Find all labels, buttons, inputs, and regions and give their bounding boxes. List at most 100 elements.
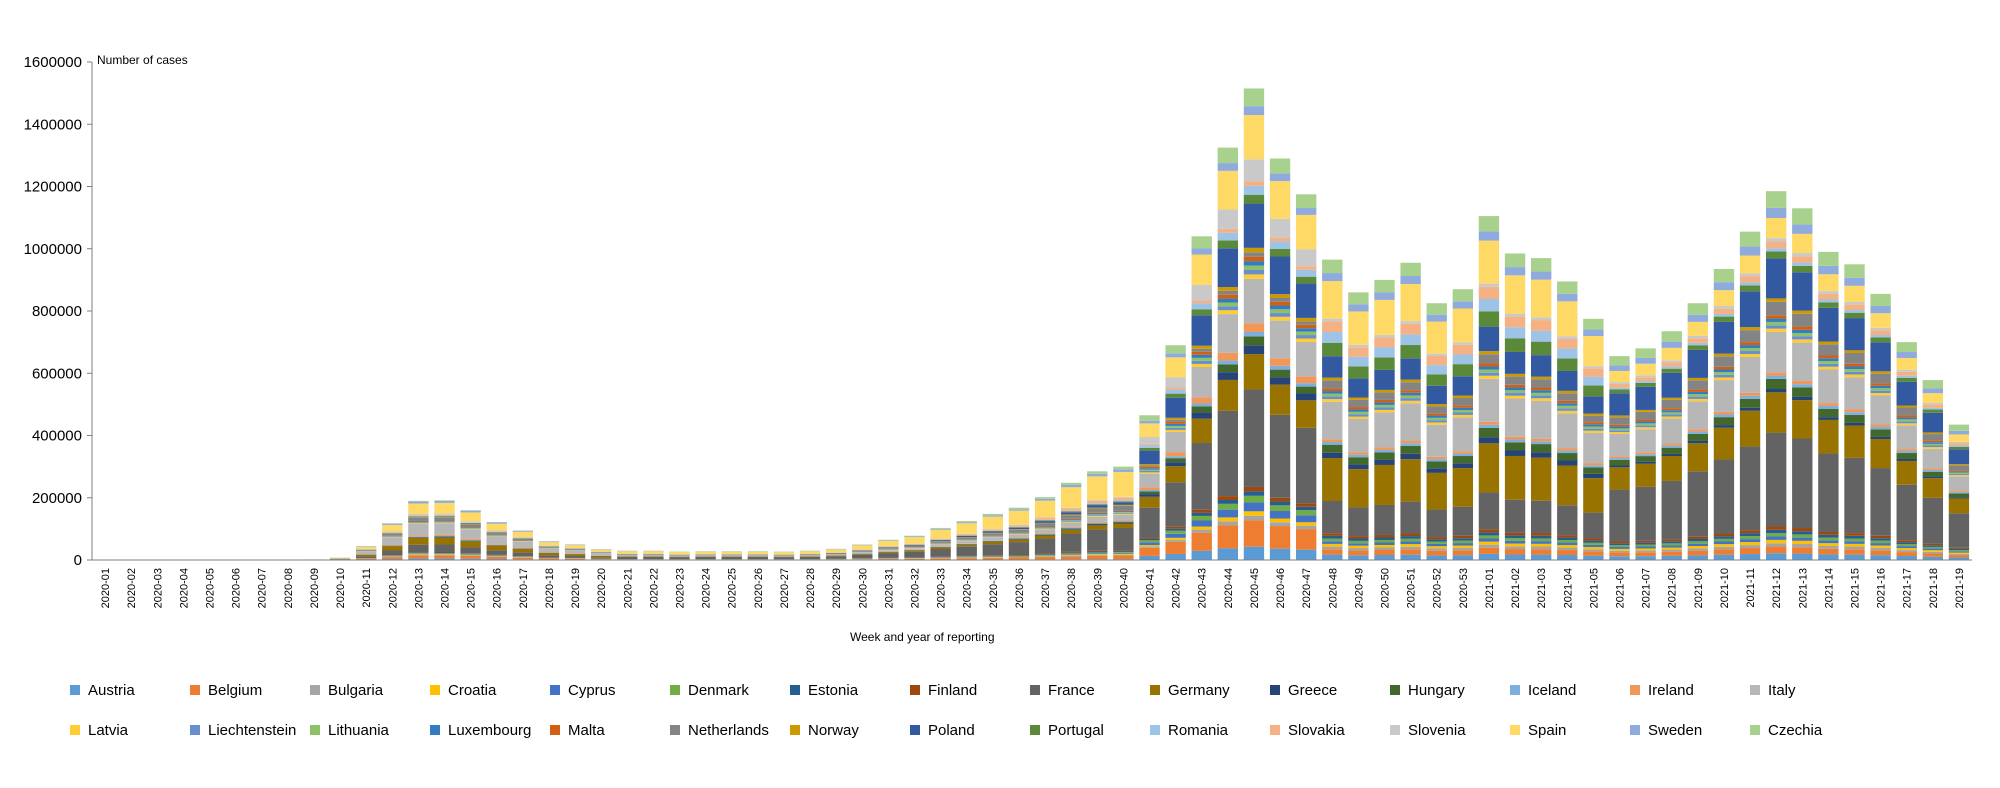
- bar-segment-spain: [1739, 255, 1761, 274]
- bar-segment-belgium: [382, 557, 403, 560]
- bar-segment-malta: [1269, 301, 1291, 306]
- bar-segment-bulgaria: [1844, 546, 1865, 550]
- bar-segment-slovakia: [434, 514, 455, 516]
- x-tick-label: 2021-10: [1719, 568, 1731, 608]
- bar-segment-lithuania: [1870, 388, 1891, 391]
- bar-segment-germany: [1557, 465, 1578, 506]
- legend-item: Germany: [1150, 682, 1270, 699]
- bar-segment-denmark: [1426, 541, 1447, 544]
- bar-segment-malta: [1948, 470, 1970, 472]
- bar-segment-luxembourg: [1687, 391, 1709, 395]
- bar-segment-austria: [1635, 556, 1656, 560]
- bar-segment-france: [408, 544, 429, 553]
- bar-segment-croatia: [1243, 511, 1265, 516]
- bar-segment-slovenia: [1530, 317, 1552, 321]
- bar-segment-italy: [512, 541, 534, 548]
- bar-segment-hungary: [1374, 452, 1395, 460]
- bar-segment-czechia: [1765, 191, 1787, 208]
- bar-segment-estonia: [1452, 538, 1474, 541]
- legend-item: Sweden: [1630, 722, 1750, 739]
- bar-segment-lithuania: [1452, 410, 1474, 413]
- bar-segment-finland: [1844, 533, 1865, 536]
- bar-segment-bulgaria: [1818, 545, 1839, 549]
- bar-segment-cyprus: [1870, 543, 1891, 546]
- bar-segment-poland: [1739, 291, 1761, 328]
- bar-segment-germany: [1243, 354, 1265, 390]
- bar-segment-france: [460, 547, 481, 554]
- legend-swatch: [1630, 685, 1640, 695]
- bar-segment-netherlands: [825, 553, 847, 555]
- bar-segment-greece: [1295, 393, 1317, 401]
- bar-segment-lithuania: [1844, 369, 1865, 372]
- bar-segment-slovenia: [1269, 218, 1291, 238]
- bar-segment-czechia: [1269, 158, 1291, 174]
- bar-segment-malta: [1060, 518, 1082, 520]
- bar-segment-belgium: [1034, 557, 1056, 560]
- bar-segment-luxembourg: [1452, 407, 1474, 411]
- bar-segment-sweden: [1060, 485, 1082, 488]
- bar-segment-luxembourg: [1034, 527, 1056, 528]
- y-tick-label: 800000: [32, 303, 82, 320]
- bar-segment-italy: [538, 548, 560, 553]
- bar-segment-germany: [1269, 384, 1291, 415]
- bar-segment-hungary: [1844, 414, 1865, 423]
- bar-segment-denmark: [1635, 544, 1656, 547]
- bar-segment-hungary: [1870, 429, 1891, 437]
- bar-segment-portugal: [1792, 265, 1813, 273]
- bar-segment-luxembourg: [1504, 387, 1526, 391]
- bar-segment-estonia: [1896, 542, 1917, 545]
- bar-segment-cyprus: [1322, 541, 1343, 544]
- bar-segment-ireland: [1191, 397, 1212, 404]
- bar-segment-cyprus: [1661, 545, 1682, 548]
- bar-segment-poland: [956, 535, 977, 538]
- bar-segment-germany: [1087, 525, 1108, 530]
- bar-segment-sweden: [1139, 420, 1160, 424]
- bar-segment-slovenia: [1661, 360, 1682, 363]
- bar-segment-lithuania: [1217, 302, 1239, 307]
- bar-segment-austria: [1165, 553, 1186, 560]
- bar-segment-bulgaria: [1165, 539, 1186, 542]
- bar-segment-sweden: [1870, 305, 1891, 314]
- x-tick-label: 2020-42: [1171, 568, 1183, 608]
- bar-segment-estonia: [1322, 535, 1343, 539]
- bar-segment-spain: [1609, 370, 1630, 383]
- bar-segment-netherlands: [1400, 382, 1421, 391]
- bar-segment-belgium: [1087, 555, 1108, 560]
- bar-segment-france: [930, 549, 951, 557]
- bar-segment-norway: [1243, 247, 1265, 253]
- bar-segment-austria: [1583, 555, 1604, 560]
- bar-segment-luxembourg: [1243, 261, 1265, 266]
- bar-segment-belgium: [1165, 541, 1186, 554]
- bar-segment-malta: [1635, 419, 1656, 422]
- bar-segment-france: [1452, 506, 1474, 536]
- bar-segment-austria: [1452, 555, 1474, 560]
- bar-segment-poland: [1896, 381, 1917, 406]
- bar-segment-norway: [1557, 390, 1578, 394]
- bar-segment-netherlands: [956, 537, 977, 540]
- bar-segment-malta: [1713, 366, 1735, 370]
- bar-segment-greece: [1139, 494, 1160, 497]
- bar-segment-romania: [1139, 445, 1160, 448]
- bar-segment-germany: [1139, 496, 1160, 508]
- bar-segment-luxembourg: [1922, 442, 1944, 444]
- bar-segment-sweden: [1008, 509, 1030, 511]
- bar-segment-denmark: [1530, 538, 1552, 542]
- bar-segment-poland: [1348, 378, 1369, 398]
- bar-segment-iceland: [1739, 395, 1761, 399]
- bar-segment-latvia: [1034, 528, 1056, 530]
- x-tick-label: 2020-21: [622, 568, 634, 608]
- bar-segment-slovakia: [1609, 383, 1630, 388]
- bar-segment-portugal: [1844, 312, 1865, 319]
- bars: [303, 88, 1970, 560]
- x-tick-label: 2021-12: [1771, 568, 1783, 608]
- bar-segment-germany: [512, 548, 534, 553]
- bar-segment-slovakia: [1557, 338, 1578, 349]
- bar-segment-croatia: [1792, 540, 1813, 545]
- bar-segment-slovenia: [1400, 321, 1421, 324]
- bar-segment-hungary: [408, 536, 429, 538]
- bar-segment-spain: [1557, 301, 1578, 337]
- bar-segment-czechia: [956, 521, 977, 523]
- bar-segment-iceland: [1243, 331, 1265, 337]
- x-tick-label: 2020-35: [988, 568, 1000, 608]
- bar-segment-poland: [1609, 393, 1630, 416]
